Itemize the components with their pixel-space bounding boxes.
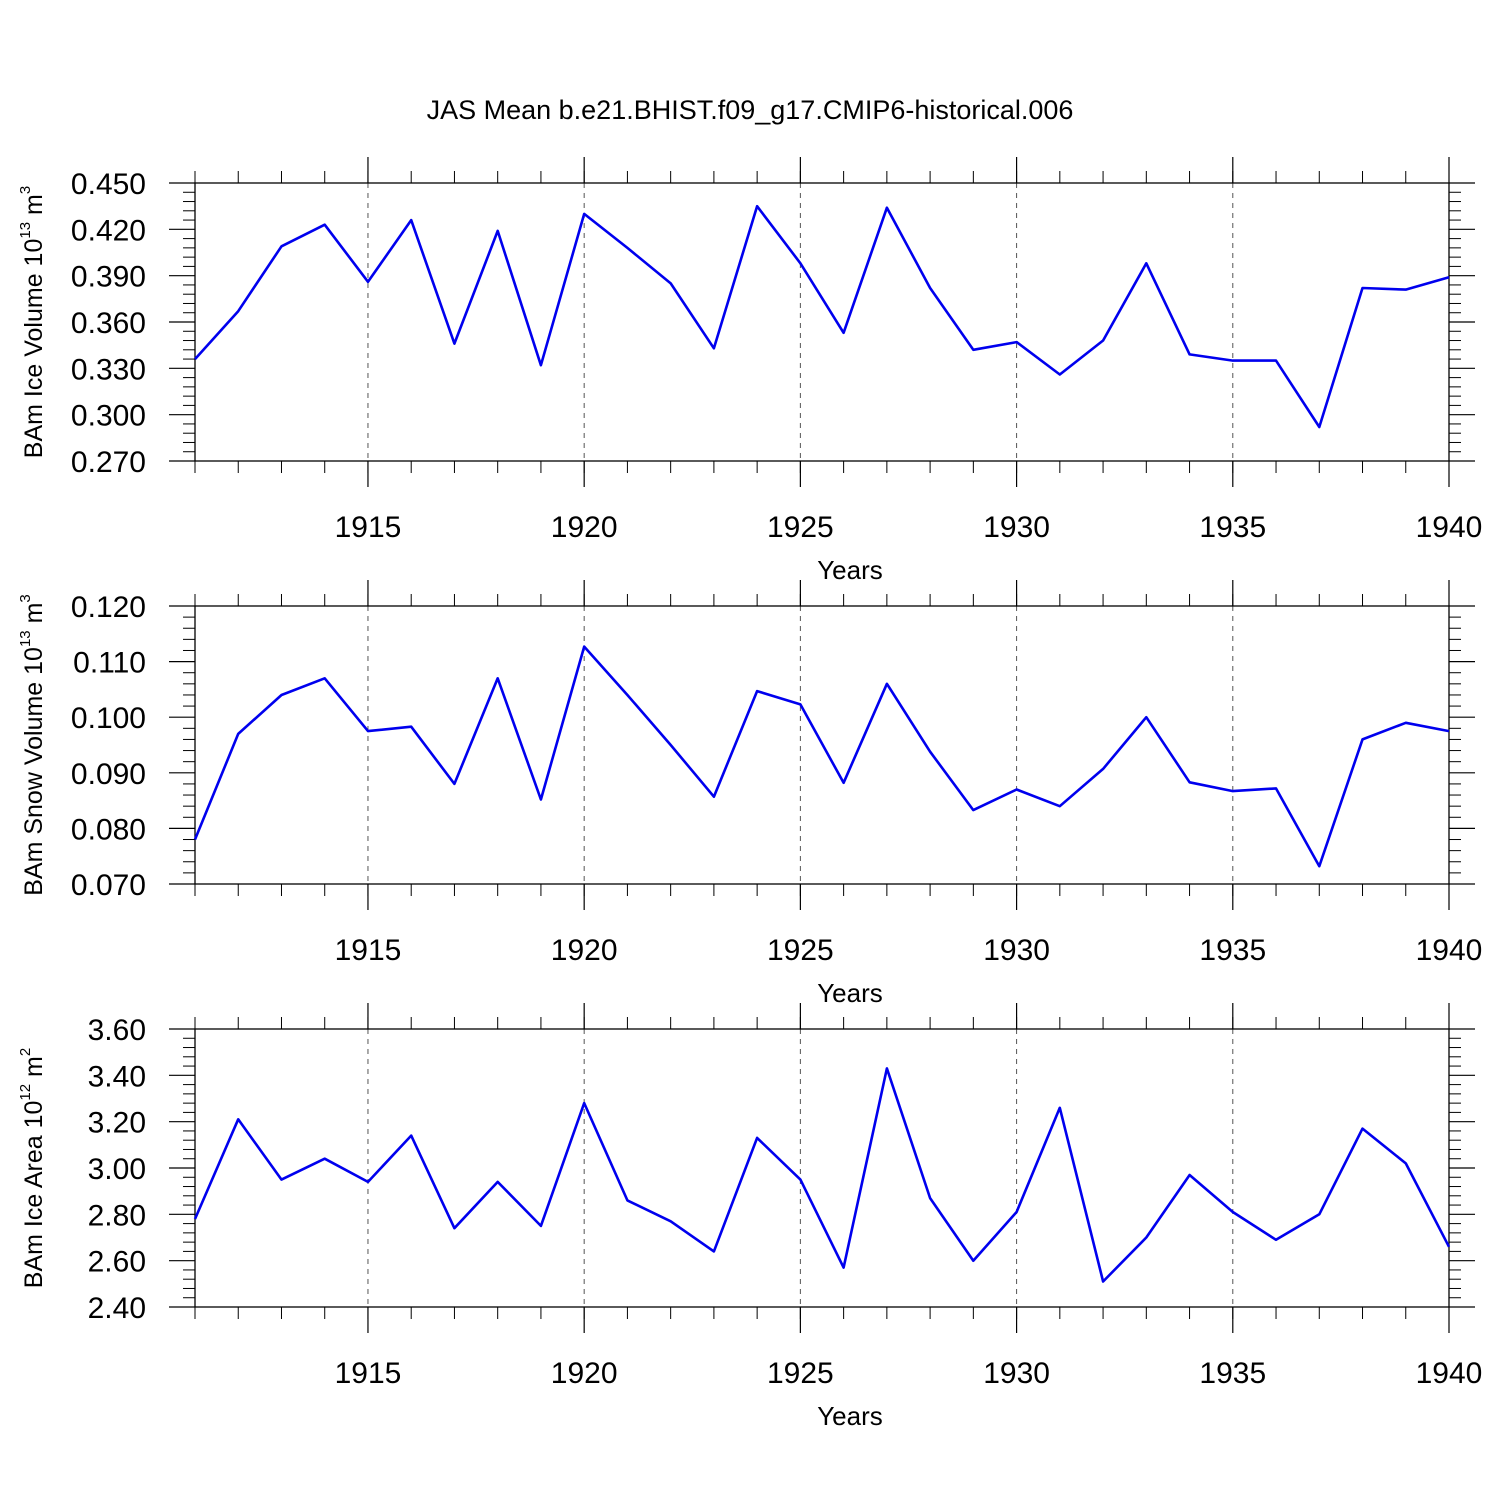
x-tick-label: 1935: [1199, 1357, 1266, 1390]
y-axis-label-unit-exponent: 3: [17, 594, 34, 602]
panel-1: 1915 1920 1925 1930 1935 1940 Years 0.270 0.300 0…: [17, 157, 1482, 585]
x-tick-label: 1925: [767, 934, 834, 967]
x-axis-label: Years: [817, 978, 883, 1008]
plot-frame: [194, 605, 1450, 885]
y-tick-label: 0.070: [71, 869, 146, 902]
x-tick-label: 1930: [983, 1357, 1050, 1390]
series-line: [193, 1067, 1451, 1283]
y-tick-label: 0.330: [71, 353, 146, 386]
y-axis-label: BAm Ice Area 1012 m2: [17, 1048, 48, 1288]
panel-3: 1915 1920 1925 1930 1935 1940 Years 2.40 2.60 2.8…: [17, 1003, 1482, 1431]
plot-frame: [194, 1028, 1450, 1308]
y-axis-label-unit-exponent: 3: [17, 186, 34, 194]
y-tick-label: 0.450: [71, 168, 146, 201]
x-tick-label: 1915: [335, 1357, 402, 1390]
y-axis-label-exponent: 13: [17, 222, 34, 239]
y-axis-label: BAm Snow Volume 1013 m3: [17, 594, 48, 896]
figure-title: JAS Mean b.e21.BHIST.f09_g17.CMIP6-histo…: [427, 95, 1074, 125]
y-axis-label-unit-exponent: 2: [17, 1048, 34, 1056]
x-tick-label: 1930: [983, 511, 1050, 544]
y-tick-label: 0.360: [71, 307, 146, 340]
x-tick-label: 1925: [767, 1357, 834, 1390]
x-tick-label: 1935: [1199, 934, 1266, 967]
x-tick-label: 1940: [1416, 1357, 1483, 1390]
x-tick-label: 1920: [551, 511, 618, 544]
y-tick-label: 0.420: [71, 214, 146, 247]
y-tick-label: 3.40: [88, 1060, 146, 1093]
y-tick-label: 2.80: [88, 1199, 146, 1232]
x-tick-label: 1940: [1416, 934, 1483, 967]
y-axis-label-unit: m: [20, 603, 48, 631]
x-tick-label: 1915: [335, 511, 402, 544]
x-tick-label: 1920: [551, 934, 618, 967]
y-tick-label: 0.100: [71, 702, 146, 735]
plot-frame: [194, 182, 1450, 462]
y-tick-label: 0.110: [73, 647, 146, 680]
y-tick-label: 0.090: [71, 758, 146, 791]
y-axis-label-exponent: 12: [17, 1084, 34, 1101]
y-tick-label: 3.00: [88, 1153, 146, 1186]
y-axis-label-unit: m: [20, 1056, 48, 1084]
panels: 1915 1920 1925 1930 1935 1940 Years 0.270 0.300 0…: [17, 157, 1482, 1431]
x-tick-label: 1940: [1416, 511, 1483, 544]
x-tick-label: 1925: [767, 511, 834, 544]
y-axis-label: BAm Ice Volume 1013 m3: [17, 186, 48, 458]
series-line: [193, 645, 1450, 868]
y-axis-label-exponent: 13: [17, 630, 34, 647]
y-tick-label: 2.40: [88, 1292, 146, 1325]
y-axis-label-main: BAm Ice Area 10: [20, 1101, 48, 1289]
series-line: [194, 204, 1450, 429]
y-axis-label-main: BAm Snow Volume 10: [20, 647, 48, 896]
y-tick-label: 0.120: [71, 591, 146, 624]
x-tick-label: 1920: [551, 1357, 618, 1390]
x-tick-label: 1930: [983, 934, 1050, 967]
y-tick-label: 3.60: [88, 1014, 146, 1047]
x-tick-label: 1915: [335, 934, 402, 967]
y-tick-label: 3.20: [88, 1107, 146, 1140]
y-tick-label: 0.390: [71, 261, 146, 294]
y-tick-label: 0.080: [71, 813, 146, 846]
x-axis-label: Years: [817, 555, 883, 585]
y-tick-label: 0.300: [71, 400, 146, 433]
y-axis-label-main: BAm Ice Volume 10: [20, 239, 48, 459]
y-tick-label: 2.60: [88, 1246, 146, 1279]
panel-2: 1915 1920 1925 1930 1935 1940 Years 0.070 0.080 0…: [17, 580, 1482, 1008]
x-tick-label: 1935: [1199, 511, 1266, 544]
y-tick-label: 0.270: [71, 446, 146, 479]
y-axis-label-unit: m: [20, 194, 48, 222]
x-axis-label: Years: [817, 1401, 883, 1431]
